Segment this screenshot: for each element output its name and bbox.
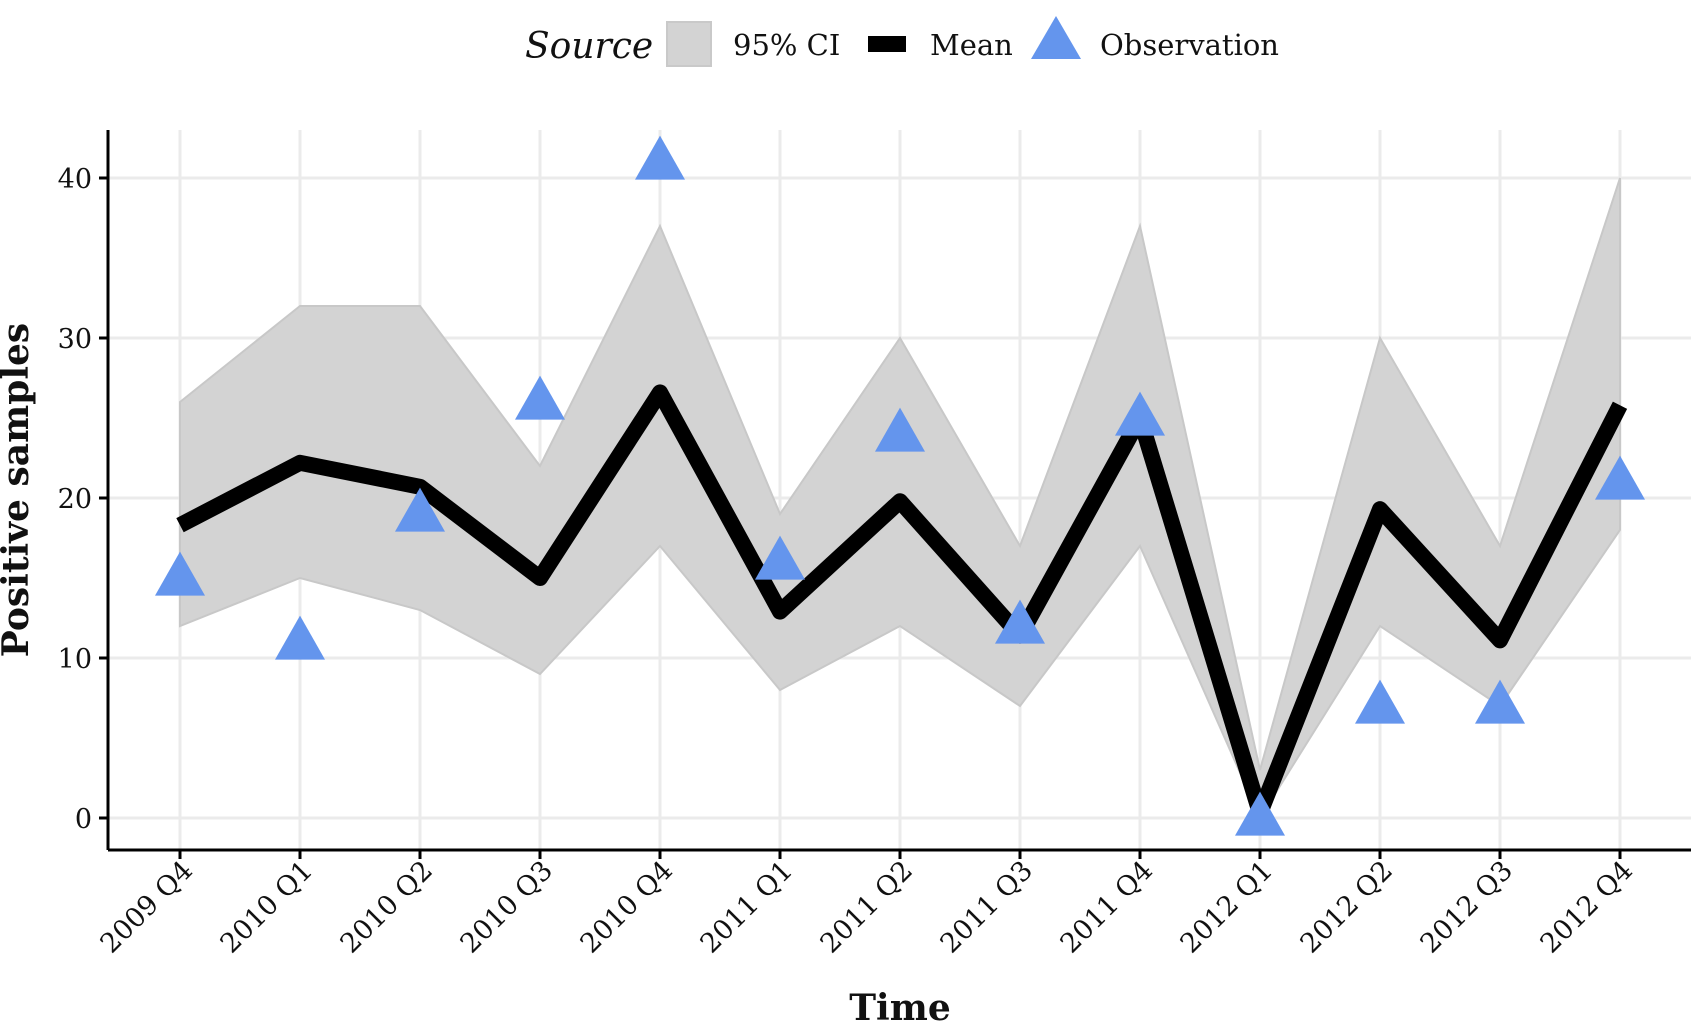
legend-observation-swatch (1031, 16, 1081, 59)
mean-line-layer (176, 384, 1628, 822)
legend: Source 95% CI Mean Observation (525, 16, 1279, 67)
mean-line (176, 384, 1628, 822)
x-tick-label: 2011 Q2 (815, 855, 919, 959)
observation-point (1595, 455, 1645, 500)
legend-ci-swatch (666, 21, 712, 67)
observation-point (275, 615, 325, 660)
legend-ci-label: 95% CI (733, 28, 840, 62)
observation-point (755, 535, 805, 580)
legend-mean-label: Mean (930, 28, 1013, 62)
observation-point (395, 487, 445, 532)
observation-point (515, 375, 565, 420)
observation-point (1235, 791, 1285, 836)
observation-point (1475, 679, 1525, 724)
legend-title: Source (525, 26, 653, 67)
x-tick-label: 2011 Q1 (695, 855, 799, 959)
y-tick-label: 40 (58, 164, 92, 195)
observation-point (155, 551, 205, 596)
legend-mean-swatch (868, 36, 906, 52)
x-tick-label: 2009 Q4 (95, 855, 199, 959)
x-tick-label: 2012 Q2 (1295, 855, 1399, 959)
observation-point (635, 135, 685, 180)
x-tick-label: 2012 Q3 (1415, 855, 1519, 959)
legend-observation-label: Observation (1100, 28, 1279, 62)
observation-points-layer (155, 135, 1645, 836)
x-axis-title: Time (849, 987, 950, 1025)
x-tick-label: 2010 Q4 (575, 855, 679, 959)
x-tick-label: 2011 Q4 (1055, 855, 1159, 959)
x-tick-label: 2011 Q3 (935, 855, 1039, 959)
x-tick-label: 2010 Q2 (335, 855, 439, 959)
y-tick-label: 0 (75, 804, 92, 835)
observation-point (995, 599, 1045, 644)
x-tick-label: 2012 Q4 (1535, 855, 1639, 959)
observation-point (875, 407, 925, 452)
y-tick-label: 30 (58, 324, 92, 355)
x-axis-ticks: 2009 Q4 2010 Q1 2010 Q2 2010 Q3 2010 Q4 2011 … (95, 850, 1639, 959)
x-tick-label: 2010 Q1 (215, 855, 319, 959)
x-tick-label: 2012 Q1 (1175, 855, 1279, 959)
x-tick-label: 2010 Q3 (455, 855, 559, 959)
y-tick-label: 10 (58, 644, 92, 675)
observation-point (1115, 391, 1165, 436)
y-axis-ticks: 0 10 20 30 40 (58, 164, 108, 835)
y-axis-title: Positive samples (0, 323, 37, 657)
observation-point (1355, 679, 1405, 724)
y-tick-label: 20 (58, 484, 92, 515)
